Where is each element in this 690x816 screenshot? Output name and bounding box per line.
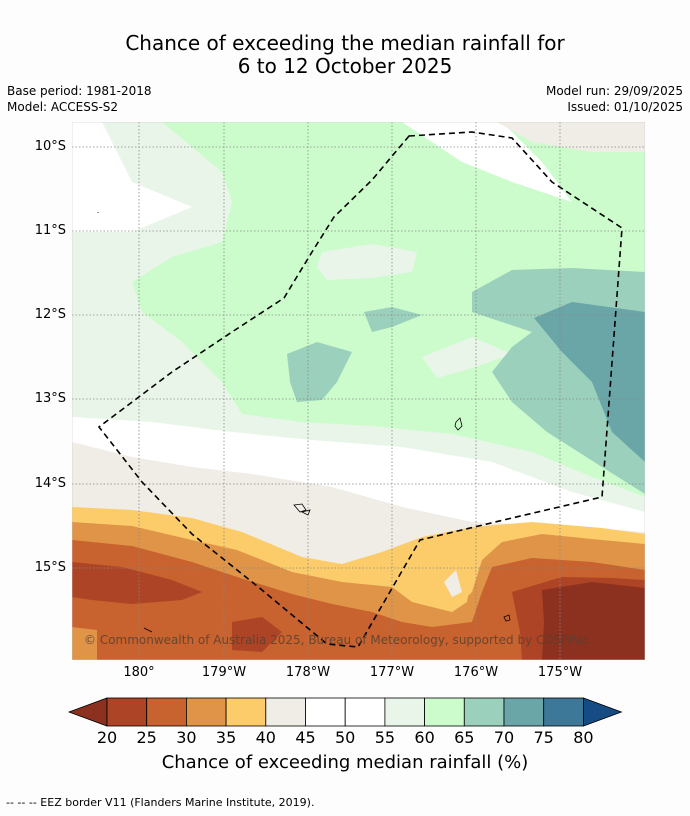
colorbar-tick-label: 30 (176, 728, 197, 747)
colorbar-extend-over (583, 697, 623, 727)
band-40-45-patch (444, 570, 462, 597)
band-65-70-patch (287, 342, 352, 402)
map-title-line2: 6 to 12 October 2025 (237, 54, 453, 78)
colorbar-tick-label: 55 (374, 728, 396, 747)
colorbar-tick-label: 50 (335, 728, 356, 747)
colorbar-tick-label: 35 (215, 728, 237, 747)
lat-label: 12°S (34, 307, 66, 322)
lon-label: 176°W (453, 665, 499, 680)
colorbar-extend-under (67, 697, 108, 727)
colorbar-tick-label: 40 (255, 728, 276, 747)
lon-label: 178°W (285, 665, 331, 680)
band-40-45-patch (497, 122, 645, 152)
colorbar-cell (503, 697, 545, 727)
colorbar-cell (424, 697, 465, 727)
graticule (72, 122, 645, 660)
lat-label: 13°S (34, 391, 66, 406)
lat-label: 11°S (34, 223, 66, 238)
band-55-60-patch (402, 122, 572, 202)
colorbar-cell (344, 697, 386, 727)
colorbar-cell (305, 697, 346, 727)
colorbar-cell (463, 697, 505, 727)
lon-label: 175°W (537, 665, 583, 680)
lon-label: 180° (123, 665, 155, 680)
lat-label: 10°S (34, 139, 66, 154)
colorbar-cell (384, 697, 425, 727)
colorbar-tick-label: 20 (96, 728, 118, 747)
colorbar-tick-label: 25 (136, 728, 157, 747)
colorbar (67, 697, 623, 727)
lat-label: 14°S (34, 476, 66, 491)
band-20-25 (72, 562, 202, 604)
colorbar-label: Chance of exceeding median rainfall (%) (161, 752, 529, 773)
colorbar-tick-label: 65 (454, 728, 475, 747)
rainfall-map (72, 122, 645, 660)
copyright-notice: © Commonwealth of Australia 2025, Bureau… (84, 633, 590, 647)
colorbar-cell (146, 697, 187, 727)
band-25-30 (72, 540, 645, 660)
band-30-35-patch (72, 627, 97, 660)
colorbar-tick-label: 80 (573, 728, 594, 747)
eez-footnote: -- -- -- EEZ border V11 (Flanders Marine… (6, 796, 315, 809)
model-name: Model: ACCESS-S2 (7, 100, 119, 114)
lon-label: 179°W (201, 665, 247, 680)
lon-label: 177°W (369, 665, 415, 680)
band-20-25-patch (232, 617, 282, 652)
lat-label: 15°S (34, 560, 66, 575)
band-55-60-patch (422, 337, 512, 378)
colorbar-cell (106, 697, 148, 727)
colorbar-cell (543, 697, 584, 727)
colorbar-tick-label: 70 (493, 728, 515, 747)
colorbar-tick-label: 75 (533, 728, 554, 747)
map-title-line1: Chance of exceeding the median rainfall … (125, 31, 565, 55)
colorbar-tick-label: 45 (295, 728, 316, 747)
issued-date: Issued: 01/10/2025 (567, 100, 683, 114)
colorbar-cell (186, 697, 227, 727)
model-run: Model run: 29/09/2025 (545, 84, 683, 98)
colorbar-cell (265, 697, 306, 727)
colorbar-cell (225, 697, 267, 727)
band-65-70-patch (364, 307, 422, 332)
base-period: Base period: 1981-2018 (7, 84, 152, 98)
colorbar-tick-label: 60 (414, 728, 435, 747)
islands (97, 212, 511, 633)
eez-border (97, 131, 623, 648)
band-below-20 (542, 582, 645, 660)
band-70-75 (534, 302, 645, 462)
